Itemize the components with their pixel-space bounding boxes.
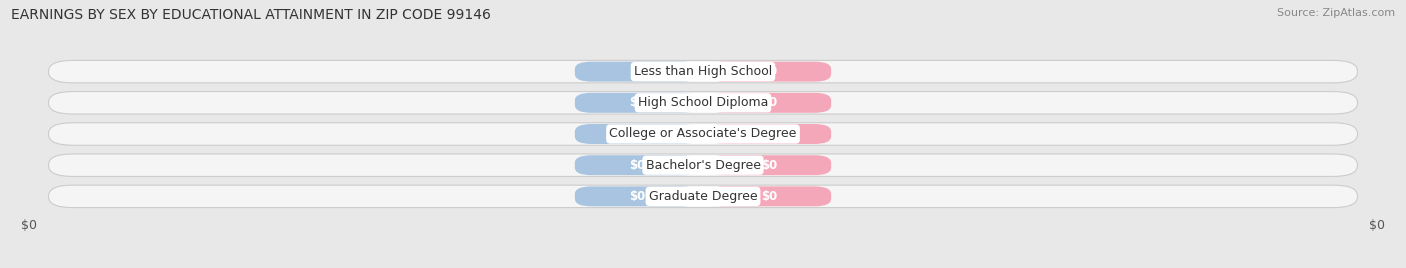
FancyBboxPatch shape — [707, 155, 831, 175]
Text: $0: $0 — [761, 65, 778, 78]
FancyBboxPatch shape — [575, 155, 699, 175]
Text: $0: $0 — [21, 219, 37, 232]
FancyBboxPatch shape — [707, 62, 831, 82]
FancyBboxPatch shape — [575, 124, 699, 144]
FancyBboxPatch shape — [707, 186, 831, 206]
Text: $0: $0 — [761, 190, 778, 203]
Text: $0: $0 — [761, 128, 778, 140]
Text: $0: $0 — [628, 159, 645, 172]
Text: $0: $0 — [628, 96, 645, 109]
FancyBboxPatch shape — [48, 123, 1358, 145]
Text: $0: $0 — [628, 190, 645, 203]
FancyBboxPatch shape — [575, 93, 699, 113]
Text: $0: $0 — [1369, 219, 1385, 232]
FancyBboxPatch shape — [48, 60, 1358, 83]
Text: $0: $0 — [761, 96, 778, 109]
FancyBboxPatch shape — [575, 186, 699, 206]
FancyBboxPatch shape — [575, 62, 699, 82]
FancyBboxPatch shape — [48, 92, 1358, 114]
Text: Graduate Degree: Graduate Degree — [648, 190, 758, 203]
Text: High School Diploma: High School Diploma — [638, 96, 768, 109]
FancyBboxPatch shape — [48, 154, 1358, 176]
Text: $0: $0 — [761, 159, 778, 172]
Text: Less than High School: Less than High School — [634, 65, 772, 78]
Text: Bachelor's Degree: Bachelor's Degree — [645, 159, 761, 172]
FancyBboxPatch shape — [707, 93, 831, 113]
Text: $0: $0 — [628, 65, 645, 78]
Text: College or Associate's Degree: College or Associate's Degree — [609, 128, 797, 140]
Text: EARNINGS BY SEX BY EDUCATIONAL ATTAINMENT IN ZIP CODE 99146: EARNINGS BY SEX BY EDUCATIONAL ATTAINMEN… — [11, 8, 491, 22]
FancyBboxPatch shape — [48, 185, 1358, 208]
Text: $0: $0 — [628, 128, 645, 140]
Text: Source: ZipAtlas.com: Source: ZipAtlas.com — [1277, 8, 1395, 18]
FancyBboxPatch shape — [707, 124, 831, 144]
